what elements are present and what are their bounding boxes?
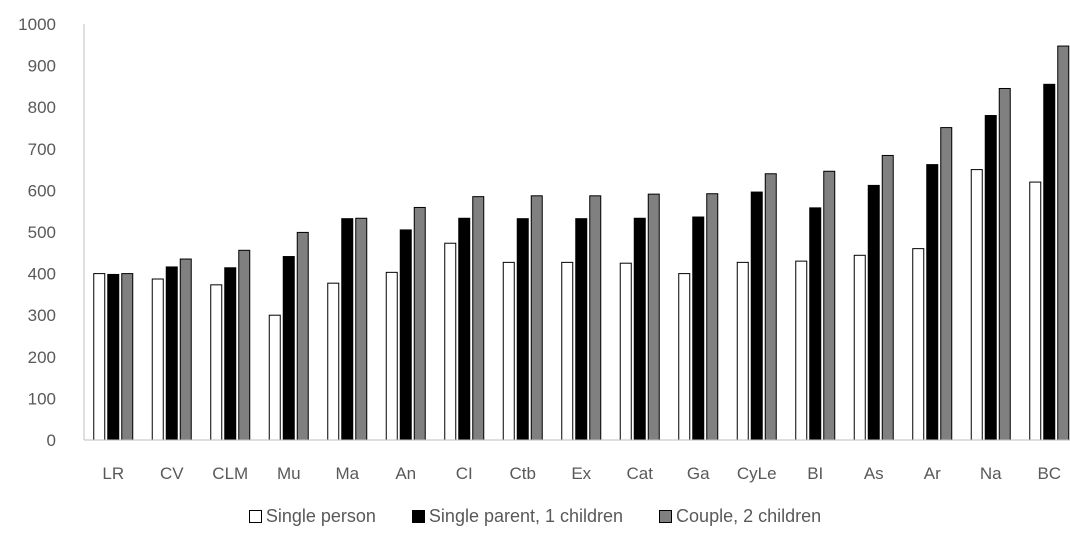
bar-series-1-na — [970, 169, 983, 441]
bar-series-3-cat — [647, 193, 660, 441]
bar-series-3-mu — [296, 231, 309, 441]
bar-series-3-ci — [472, 196, 485, 441]
legend-swatch-series-1 — [248, 510, 262, 523]
x-tick-label: CI — [456, 464, 473, 483]
bar-series-3-clm — [238, 249, 251, 441]
bar-series-2-cv — [165, 266, 178, 441]
bar-series-3-bc — [1057, 45, 1070, 441]
y-tick-label: 900 — [28, 57, 56, 76]
bar-series-2-bi — [809, 207, 822, 441]
legend-label-series-1: Single person — [265, 506, 376, 526]
bar-series-1-lr — [93, 273, 106, 441]
x-tick-label: As — [864, 464, 884, 483]
bar-series-3-bi — [823, 170, 836, 441]
bar-series-1-as — [853, 254, 866, 441]
y-axis: 0 100 200 300 400 500 600 700 800 900 1000 — [18, 15, 85, 450]
y-tick-label: 500 — [28, 223, 56, 242]
bar-series-2-ci — [458, 217, 471, 441]
y-tick-label: 200 — [28, 348, 56, 367]
y-tick-label: 800 — [28, 98, 56, 117]
bar-series-1-ga — [678, 273, 691, 441]
bar-series-1-ctb — [502, 261, 515, 441]
x-tick-label: Ar — [924, 464, 941, 483]
x-tick-label: An — [395, 464, 416, 483]
x-tick-label: Ex — [571, 464, 591, 483]
y-tick-label: 100 — [28, 389, 56, 408]
y-tick-label: 0 — [47, 431, 56, 450]
x-tick-label: BI — [807, 464, 823, 483]
bar-series-3-cv — [179, 258, 192, 441]
bar-series-2-ar — [926, 164, 939, 441]
bar-series-1-ma — [327, 282, 340, 441]
bar-chart: 0 100 200 300 400 500 600 700 800 900 1000 LR CV CLM… — [18, 15, 1070, 483]
bar-series-group — [93, 45, 1070, 441]
bar-series-1-cv — [151, 278, 164, 441]
bar-series-1-ar — [912, 248, 925, 441]
bar-series-3-ga — [706, 193, 719, 441]
legend-item-series-2: Single parent, 1 children — [411, 506, 624, 527]
bar-series-3-lr — [121, 273, 134, 441]
bar-series-1-cat — [619, 262, 632, 441]
bar-series-1-ex — [561, 261, 574, 441]
bar-series-3-cyle — [764, 173, 777, 441]
x-tick-label: Cat — [627, 464, 654, 483]
bar-series-2-lr — [107, 273, 120, 441]
bar-series-1-an — [385, 271, 398, 441]
bar-series-3-ctb — [530, 195, 543, 441]
bar-series-3-as — [881, 154, 894, 441]
bar-series-2-clm — [224, 267, 237, 441]
y-tick-label: 400 — [28, 265, 56, 284]
x-axis: LR CV CLM Mu Ma An CI Ctb Ex Cat Ga CyLe BI As Ar Na BC — [84, 439, 1070, 483]
legend: Single person Single parent, 1 children … — [0, 506, 1070, 527]
bar-series-2-mu — [282, 256, 295, 441]
legend-item-series-1: Single person — [248, 506, 376, 527]
bar-series-2-ex — [575, 218, 588, 441]
y-tick-label: 1000 — [18, 15, 56, 34]
x-tick-label: Ctb — [510, 464, 536, 483]
bar-series-2-ctb — [516, 218, 529, 441]
legend-label-series-2: Single parent, 1 children — [428, 506, 624, 526]
bar-series-3-an — [413, 206, 426, 441]
bar-series-1-clm — [210, 284, 223, 441]
bar-series-2-na — [984, 115, 997, 441]
bar-series-1-bi — [795, 260, 808, 441]
x-tick-label: BC — [1037, 464, 1061, 483]
legend-label-series-3: Couple, 2 children — [676, 506, 822, 526]
bar-series-2-bc — [1043, 83, 1056, 441]
bar-series-3-ma — [355, 217, 368, 441]
bar-series-1-cyle — [736, 261, 749, 441]
x-tick-label: LR — [102, 464, 124, 483]
x-tick-label: Na — [980, 464, 1002, 483]
y-tick-label: 300 — [28, 306, 56, 325]
x-tick-label: Mu — [277, 464, 301, 483]
legend-item-series-3: Couple, 2 children — [659, 506, 821, 527]
bar-series-3-ex — [589, 195, 602, 441]
y-tick-label: 600 — [28, 181, 56, 200]
x-tick-label: Ga — [687, 464, 710, 483]
x-tick-label: Ma — [335, 464, 359, 483]
bar-series-1-ci — [444, 242, 457, 441]
y-tick-label: 700 — [28, 140, 56, 159]
bar-series-1-bc — [1029, 181, 1042, 441]
legend-swatch-series-2 — [411, 510, 425, 523]
bar-series-2-cat — [633, 217, 646, 441]
legend-swatch-series-3 — [659, 510, 673, 523]
bar-series-2-cyle — [750, 191, 763, 441]
bar-series-1-mu — [268, 314, 281, 441]
bar-series-2-as — [867, 184, 880, 441]
bar-series-2-ga — [692, 216, 705, 441]
bar-series-3-ar — [940, 127, 953, 441]
bar-series-3-na — [998, 87, 1011, 441]
bar-series-2-ma — [341, 218, 354, 441]
bar-series-2-an — [399, 229, 412, 441]
x-tick-label: CLM — [212, 464, 248, 483]
x-tick-label: CV — [160, 464, 184, 483]
x-tick-label: CyLe — [737, 464, 777, 483]
